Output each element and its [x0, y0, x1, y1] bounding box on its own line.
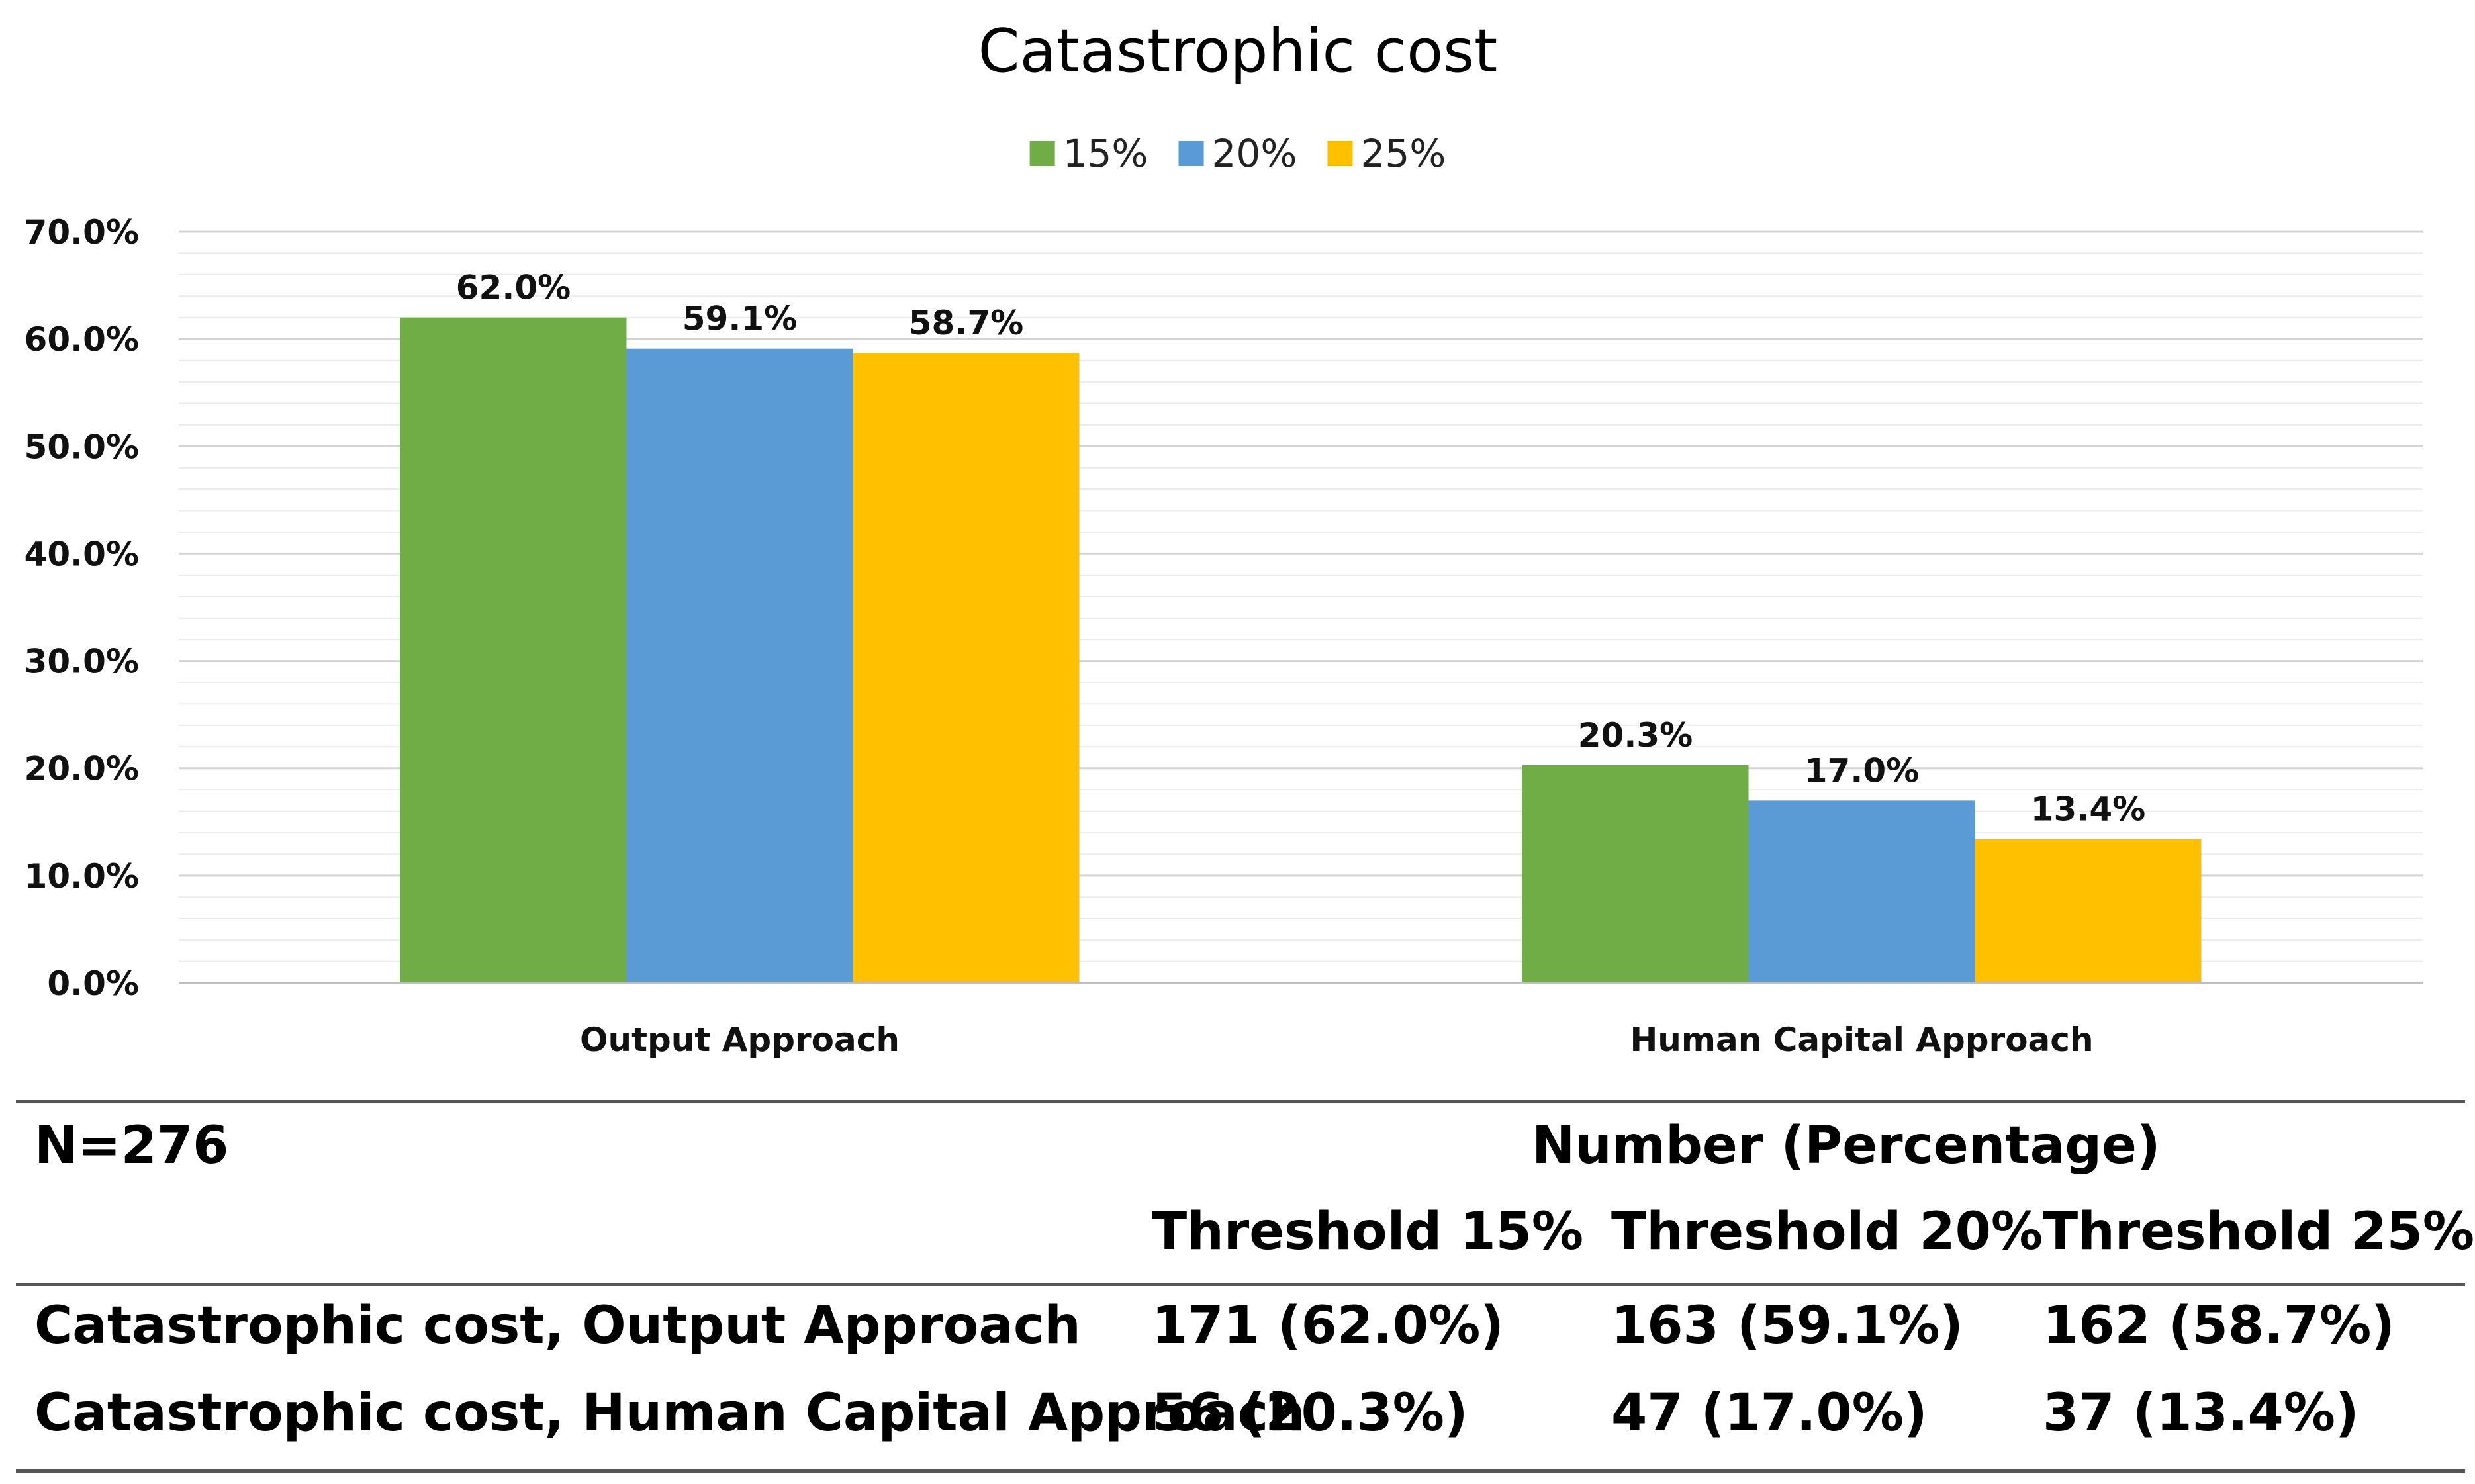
legend-label: 25%: [1360, 131, 1446, 176]
data-label: 13.4%: [2031, 790, 2145, 829]
table-cell: 163 (59.1%): [1611, 1296, 1963, 1356]
table-top-rule: [16, 1100, 2465, 1103]
bars: [400, 317, 2202, 983]
legend-label: 20%: [1212, 131, 1297, 176]
data-labels: 62.0% 59.1% 58.7% 20.3% 17.0% 13.4%: [456, 269, 2145, 829]
row-label: Catastrophic cost, Human Capital Approac…: [34, 1383, 1305, 1443]
group-header: Number (Percentage): [1532, 1116, 2161, 1176]
y-tick-label: 20.0%: [24, 750, 139, 788]
data-label: 17.0%: [1804, 751, 1919, 790]
column-header: Threshold 15%: [1152, 1202, 1584, 1262]
legend: 15% 20% 25%: [1029, 131, 1446, 176]
y-tick-label: 10.0%: [24, 857, 139, 896]
data-label: 58.7%: [909, 304, 1023, 342]
summary-table: N=276 Number (Percentage) Threshold 15% …: [16, 1100, 2474, 1484]
chart-title: Catastrophic cost: [978, 17, 1498, 86]
bar: [1748, 800, 1975, 983]
bar: [1975, 839, 2202, 983]
legend-label: 15%: [1063, 131, 1148, 176]
y-tick-label: 0.0%: [47, 964, 139, 1003]
data-label: 62.0%: [456, 269, 571, 307]
y-tick-label: 60.0%: [24, 320, 139, 359]
table-cell: 47 (17.0%): [1611, 1383, 1928, 1443]
data-label: 20.3%: [1578, 716, 1693, 755]
legend-swatch: [1029, 141, 1055, 166]
bar: [400, 317, 627, 983]
table-bottom-rule: [16, 1469, 2465, 1473]
y-tick-label: 70.0%: [24, 213, 139, 252]
table-cell: 37 (13.4%): [2043, 1383, 2359, 1443]
legend-swatch: [1327, 141, 1353, 166]
column-header: Threshold 20%: [1611, 1202, 2043, 1262]
bar-chart: Catastrophic cost 15% 20% 25% 0.0% 10.0% 20.…: [24, 17, 2423, 1059]
row-label: Catastrophic cost, Output Approach: [34, 1296, 1081, 1356]
y-tick-label: 40.0%: [24, 535, 139, 573]
bar: [853, 353, 1080, 983]
table-cell: 56 (20.3%): [1152, 1383, 1468, 1443]
y-axis: 0.0% 10.0% 20.0% 30.0% 40.0% 50.0% 60.0% 70.0%: [24, 213, 139, 1003]
bar: [626, 348, 853, 983]
table-cell: 162 (58.7%): [2043, 1296, 2395, 1356]
y-tick-label: 30.0%: [24, 643, 139, 681]
table-header-rule: [16, 1283, 2465, 1286]
table-cell: 171 (62.0%): [1152, 1296, 1504, 1356]
x-axis: Output Approach Human Capital Approach: [179, 982, 2423, 1059]
n-label: N=276: [34, 1116, 229, 1176]
data-label: 59.1%: [682, 300, 797, 338]
y-tick-label: 50.0%: [24, 428, 139, 466]
column-header: Threshold 25%: [2043, 1202, 2475, 1262]
x-tick-label: Human Capital Approach: [1630, 1021, 2093, 1059]
bar: [1522, 765, 1749, 983]
x-tick-label: Output Approach: [580, 1021, 900, 1059]
legend-swatch: [1178, 141, 1204, 166]
